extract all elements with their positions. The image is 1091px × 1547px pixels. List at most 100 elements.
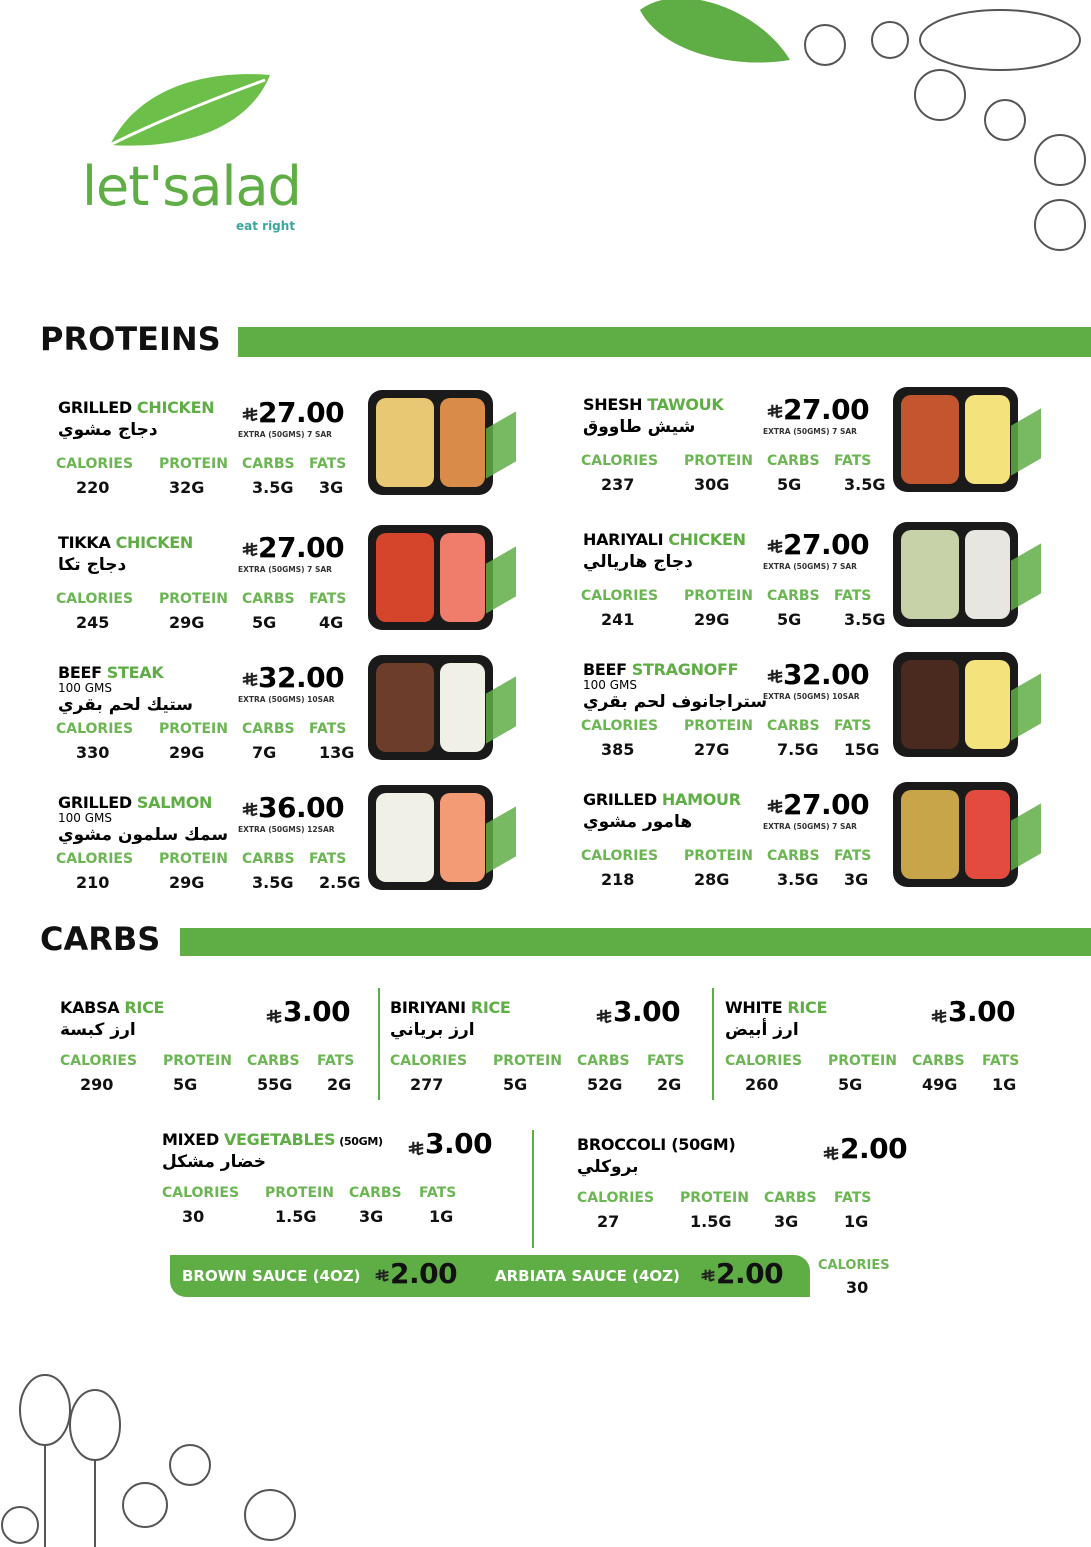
food-compartment [965,790,1010,879]
sauce-bar [170,1255,810,1297]
name-green: STRAGNOFF [631,660,739,679]
food-compartment [440,533,485,622]
name-green: CHICKEN [136,398,215,417]
item-name: BEEF STEAK [58,663,164,682]
name-green: RICE [787,998,828,1017]
nutrition-value: 7.5G [777,740,819,759]
nutrition-value: 210 [76,873,110,892]
food-compartment [901,530,959,619]
food-compartment [901,395,959,484]
item-price: 3.00 [283,995,351,1028]
nutrition-value: 3.5G [844,475,886,494]
name-green: CHICKEN [115,533,194,552]
name-black: MIXED [162,1130,219,1149]
nutrition-label: CARBS [242,456,295,472]
currency-icon [242,542,258,557]
item-price: 3.00 [425,1127,493,1160]
item-arabic: دجاج مشوي [58,420,158,440]
nutrition-label: PROTEIN [493,1053,562,1069]
nutrition-label: CARBS [242,851,295,867]
item-name: KABSA RICE [60,998,164,1017]
currency-icon [266,1009,282,1024]
nutrition-value: 241 [601,610,635,629]
food-image [893,522,1018,627]
nutrition-value: 3.5G [252,873,294,892]
food-image [368,785,493,890]
nutrition-label: CARBS [764,1190,817,1206]
nutrition-label: CARBS [247,1053,300,1069]
nutrition-label: CALORIES [390,1053,468,1069]
nutrition-value: 52G [587,1075,623,1094]
nutrition-value: 2.5G [319,873,361,892]
name-green: HAMOUR [661,790,741,809]
nutrition-label: PROTEIN [684,453,753,469]
section-bar [238,327,1091,357]
brand-name: let'salad [82,155,302,218]
nutrition-value: 3.5G [844,610,886,629]
nutrition-value: 1G [992,1075,1017,1094]
item-extra: EXTRA (50GMS) 7 SAR [763,822,857,831]
nutrition-value: 3G [844,870,869,889]
item-arabic: سمك سلمون مشوي [58,825,229,845]
name-black: TIKKA [58,533,111,552]
nutrition-label: CARBS [349,1185,402,1201]
nutrition-label: CALORIES [581,848,659,864]
food-image [368,390,493,495]
item-arabic: ارز برياني [390,1020,475,1040]
nutrition-label: CALORIES [56,851,134,867]
currency-icon [242,407,258,422]
item-arabic: خضار مشكل [162,1152,266,1172]
nutrition-label: FATS [309,591,347,607]
item-extra: EXTRA (50GMS) 7 SAR [763,427,857,436]
nutrition-label: FATS [419,1185,457,1201]
item-name: BIRIYANI RICE [390,998,511,1017]
nutrition-label: CALORIES [56,456,134,472]
nutrition-value: 32G [169,478,205,497]
nutrition-label: PROTEIN [265,1185,334,1201]
name-black: WHITE [725,998,783,1017]
food-compartment [901,790,959,879]
item-name: TIKKA CHICKEN [58,533,193,552]
item-price: 32.00 [783,658,870,691]
item-extra: EXTRA (50GMS) 7 SAR [238,565,332,574]
nutrition-value: 3.5G [777,870,819,889]
nutrition-label: FATS [317,1053,355,1069]
currency-icon [823,1146,839,1161]
food-compartment [965,395,1010,484]
item-arabic: شيش طاووق [583,417,696,437]
nutrition-label: CARBS [767,453,820,469]
item-name: BEEF STRAGNOFF [583,660,739,679]
nutrition-value: 29G [169,743,205,762]
nutrition-value: 5G [252,613,277,632]
divider [532,1130,534,1248]
nutrition-label: CARBS [242,721,295,737]
nutrition-label: PROTEIN [159,851,228,867]
divider [712,988,714,1100]
nutrition-value: 245 [76,613,110,632]
nutrition-value: 5G [838,1075,863,1094]
nutrition-label: PROTEIN [159,456,228,472]
food-compartment [440,398,485,487]
nutrition-value: 3G [319,478,344,497]
nutrition-value: 330 [76,743,110,762]
nutrition-label: FATS [982,1053,1020,1069]
nutrition-value: 4G [319,613,344,632]
nutrition-label: FATS [309,456,347,472]
name-green: RICE [124,998,165,1017]
nutrition-value: 5G [777,610,802,629]
nutrition-label: CARBS [767,718,820,734]
item-arabic: هامور مشوي [583,812,693,832]
name-black: HARIYALI [583,530,664,549]
food-compartment [376,398,434,487]
food-image [893,652,1018,757]
nutrition-value: 27 [597,1212,620,1231]
currency-icon [596,1009,612,1024]
food-compartment [440,663,485,752]
nutrition-label: CARBS [242,591,295,607]
nutrition-value: 13G [319,743,355,762]
nutrition-label: PROTEIN [828,1053,897,1069]
nutrition-label: PROTEIN [684,588,753,604]
item-price: 32.00 [258,661,345,694]
nutrition-value: 3.5G [252,478,294,497]
sauce-name: BROWN SAUCE (4OZ) [182,1267,361,1285]
